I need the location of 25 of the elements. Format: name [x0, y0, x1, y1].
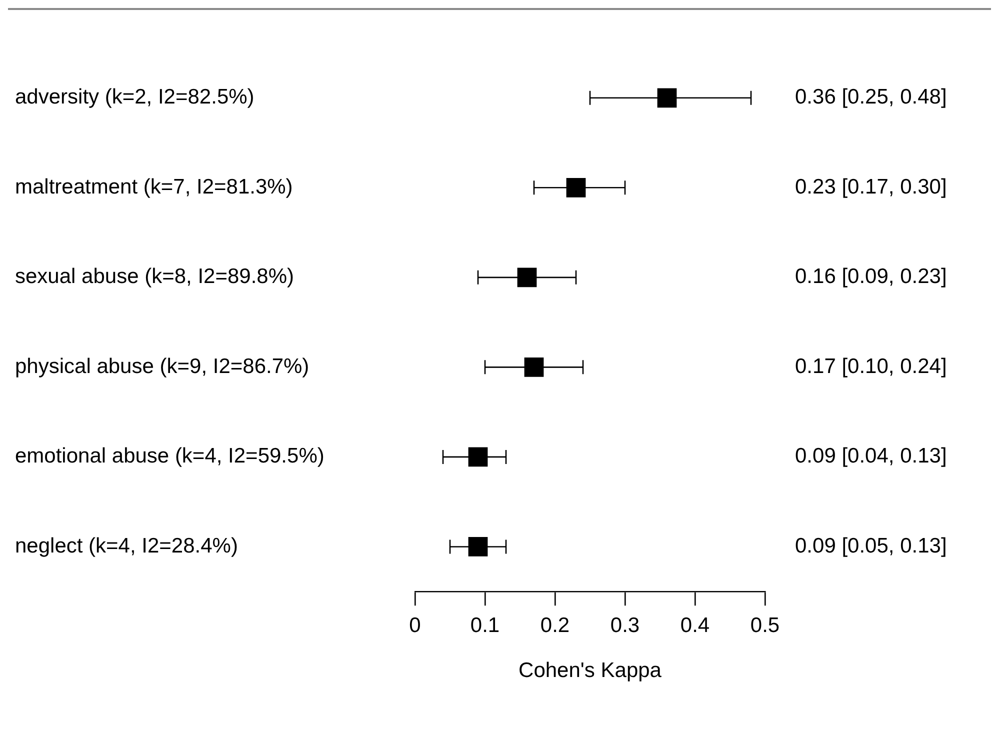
- y-tick-label: adversity (k=2, I2=82.5%): [15, 86, 254, 109]
- x-tick-label: 0.4: [680, 614, 710, 637]
- data-label: 0.16 [0.09, 0.23]: [795, 265, 947, 288]
- x-tick-label: 0.2: [540, 614, 570, 637]
- point: [468, 447, 488, 467]
- data-label: 0.23 [0.17, 0.30]: [795, 175, 947, 198]
- data-label: 0.09 [0.05, 0.13]: [795, 534, 947, 558]
- x-tick-label: 0.3: [610, 614, 640, 637]
- y-tick-label: emotional abuse (k=4, I2=59.5%): [15, 444, 324, 468]
- data-label: 0.36 [0.25, 0.48]: [795, 86, 947, 109]
- point: [468, 537, 488, 556]
- data-label: 0.09 [0.04, 0.13]: [795, 444, 947, 468]
- y-tick-label: sexual abuse (k=8, I2=89.8%): [15, 265, 294, 288]
- point: [517, 268, 537, 288]
- x-axis-title: Cohen's Kappa: [518, 659, 662, 682]
- point: [524, 357, 544, 377]
- y-tick-label: maltreatment (k=7, I2=81.3%): [15, 175, 293, 198]
- y-tick-label: neglect (k=4, I2=28.4%): [15, 534, 238, 558]
- y-tick-label: physical abuse (k=9, I2=86.7%): [15, 354, 310, 378]
- x-tick-label: 0: [409, 614, 421, 637]
- x-tick-label: 0.1: [470, 614, 500, 637]
- point: [566, 178, 586, 198]
- point: [657, 88, 677, 108]
- x-tick-label: 0.5: [750, 614, 780, 637]
- data-label: 0.17 [0.10, 0.24]: [795, 354, 947, 378]
